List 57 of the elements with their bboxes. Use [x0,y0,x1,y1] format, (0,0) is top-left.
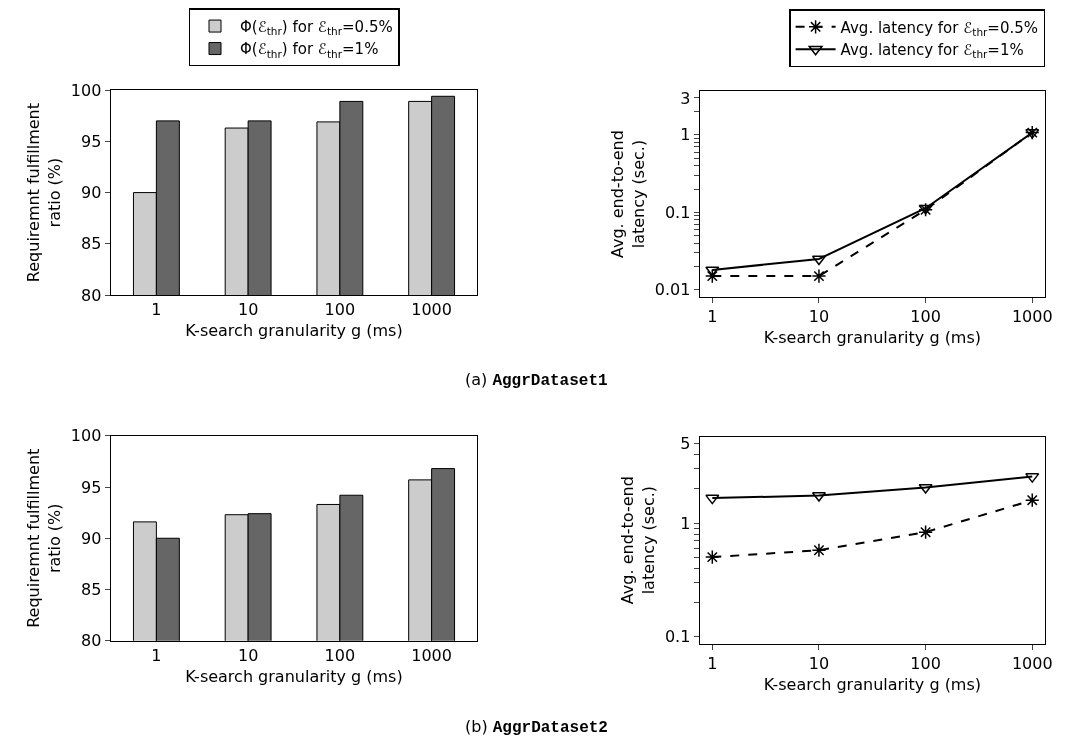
x-tick-label: 100 [324,300,356,320]
point [705,266,720,277]
legend-label: Avg. latency for ℰ$_{thr}$=0.5% [840,18,1039,38]
y-tick-label: 5 [680,434,691,454]
point [1024,125,1040,140]
legend-label: Avg. latency for ℰ$_{thr}$=1% [840,41,1024,61]
y-tick-label: 85 [80,580,102,600]
point [1024,492,1040,508]
y-tick-label: 80 [80,631,102,651]
x-axis-title: K-search granularity g (ms) [763,674,982,694]
y-tick-label: 0.01 [654,280,691,300]
y-tick-label: 90 [80,528,102,548]
point [704,549,720,565]
y-axis-title: Requiremnt fulfillment ratio (%) [23,448,64,628]
x-tick-label: 1 [707,307,718,327]
point [705,494,720,505]
x-tick-label: 10 [237,300,259,320]
y-axis-title: Avg. end-to-end latency (sec.) [618,476,658,605]
y-axis-title: Requiremnt fulfillment ratio (%) [23,103,64,283]
y-tick-label: 100 [70,80,102,100]
y-tick-label: 1 [680,125,691,145]
x-tick-label: 1000 [411,645,452,665]
y-tick-label: 0.1 [664,202,691,222]
x-tick-label: 100 [910,307,941,327]
y-tick-label: 3 [680,88,691,108]
y-tick-label: 0.1 [664,626,691,646]
y-tick-label: 95 [80,131,102,151]
x-axis-title: K-search granularity g (ms) [185,320,403,340]
point [918,524,933,540]
point [704,268,720,284]
y-tick-label: 80 [80,285,102,305]
x-tick-label: 100 [324,645,356,665]
x-tick-label: 10 [808,653,830,673]
x-tick-label: 1000 [1011,653,1053,673]
point [811,268,827,284]
x-tick-label: 100 [910,653,941,673]
y-tick-label: 95 [80,477,102,497]
point [811,542,827,558]
x-tick-label: 10 [808,307,830,327]
x-tick-label: 1 [151,300,162,320]
y-tick-label: 85 [80,234,102,254]
x-axis-title: K-search granularity g (ms) [185,666,403,686]
x-tick-label: 1 [151,645,162,665]
point [918,483,933,494]
x-axis-title: K-search granularity g (ms) [763,328,982,348]
y-tick-label: 100 [70,426,102,446]
x-tick-label: 1000 [1011,307,1053,327]
y-axis-title: Avg. end-to-end latency (sec.) [607,130,648,259]
x-tick-label: 1000 [411,300,452,320]
text: (a) AggrDataset1 [465,370,608,390]
legend-label: Φ(ℰ$_{thr}$) for ℰ$_{thr}$=1% [240,40,379,60]
y-tick-label: 1 [680,513,691,533]
text: (b) AggrDataset2 [465,717,608,737]
y-tick-label: 90 [80,183,102,203]
x-tick-label: 10 [237,645,259,665]
legend-label: Φ(ℰ$_{thr}$) for ℰ$_{thr}$=0.5% [240,17,393,38]
x-tick-label: 1 [707,653,718,673]
